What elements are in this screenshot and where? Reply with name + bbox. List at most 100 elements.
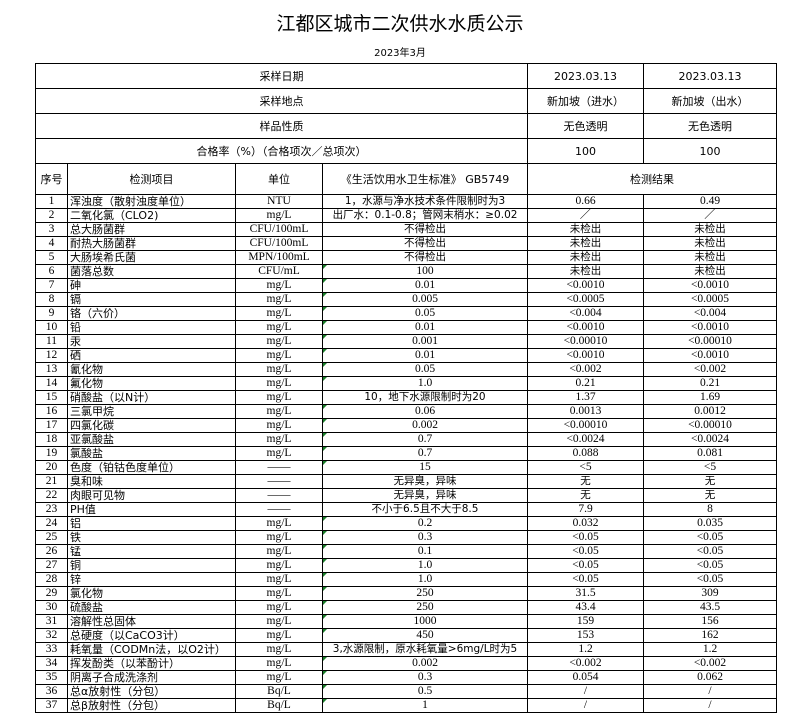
summary-value: 100	[643, 138, 777, 164]
header-result: 检测结果	[527, 163, 777, 195]
standard-limit: 1000	[322, 614, 528, 629]
row-number: 26	[35, 544, 68, 559]
summary-label: 样品性质	[35, 113, 528, 139]
result-outlet: <0.0010	[643, 278, 777, 293]
table-row: 24 铝 mg/L 0.2 0.032 0.035	[35, 516, 777, 531]
table-row: 19 氯酸盐 mg/L 0.7 0.088 0.081	[35, 446, 777, 461]
page-title: 江都区城市二次供水水质公示	[276, 13, 524, 35]
standard-limit: 1.0	[322, 558, 528, 573]
row-number: 16	[35, 404, 68, 419]
summary-value: 100	[527, 138, 644, 164]
header-unit: 单位	[235, 163, 323, 195]
unit: mg/L	[235, 404, 323, 419]
result-outlet: ／	[643, 208, 777, 223]
item-name: 铁	[67, 530, 236, 545]
summary-row-sample-nature: 样品性质 无色透明 无色透明	[35, 113, 777, 139]
result-inlet: <0.002	[527, 656, 644, 671]
result-outlet: 43.5	[643, 600, 777, 615]
standard-limit: 250	[322, 600, 528, 615]
unit: Bq/L	[235, 698, 323, 713]
table-row: 5 大肠埃希氏菌 MPN/100mL 不得检出 未检出 未检出	[35, 250, 777, 265]
table-row: 36 总α放射性（分包） Bq/L 0.5//	[35, 684, 777, 699]
table-row: 13 氰化物 mg/L 0.05 <0.002 <0.002	[35, 362, 777, 377]
result-inlet: 0.21	[527, 376, 644, 391]
unit: mg/L	[235, 390, 323, 405]
row-number: 14	[35, 376, 68, 391]
item-name: 溶解性总固体	[67, 614, 236, 629]
standard-limit: 0.1	[322, 544, 528, 559]
result-outlet: <0.00010	[643, 334, 777, 349]
result-inlet: <0.0024	[527, 432, 644, 447]
result-outlet: 0.0012	[643, 404, 777, 419]
summary-value: 新加坡（出水）	[643, 88, 777, 114]
item-name: 铝	[67, 516, 236, 531]
result-outlet: 309	[643, 586, 777, 601]
result-inlet: <0.05	[527, 572, 644, 587]
row-number: 35	[35, 670, 68, 685]
unit: mg/L	[235, 418, 323, 433]
table-row: 2 二氧化氯（CLO2) mg/L 出厂水：0.1-0.8；管网末梢水：≥0.02 ／／	[35, 208, 777, 223]
result-inlet: <0.002	[527, 362, 644, 377]
item-name: 硒	[67, 348, 236, 363]
row-number: 25	[35, 530, 68, 545]
unit: mg/L	[235, 278, 323, 293]
result-outlet: 162	[643, 628, 777, 643]
item-name: 硫酸盐	[67, 600, 236, 615]
result-inlet: 1.37	[527, 390, 644, 405]
result-outlet: <0.00010	[643, 418, 777, 433]
item-name: 氰化物	[67, 362, 236, 377]
unit: mg/L	[235, 208, 323, 223]
table-row: 21 臭和味 —— 无异臭，异味无无	[35, 474, 777, 489]
page-subtitle: 2023年3月	[374, 48, 426, 59]
summary-label: 采样地点	[35, 88, 528, 114]
row-number: 2	[35, 208, 68, 223]
standard-limit: 0.01	[322, 278, 528, 293]
item-name: 大肠埃希氏菌	[67, 250, 236, 265]
row-number: 28	[35, 572, 68, 587]
item-name: 汞	[67, 334, 236, 349]
result-inlet: /	[527, 684, 644, 699]
summary-value: 2023.03.13	[527, 63, 644, 89]
result-outlet: 156	[643, 614, 777, 629]
table-row: 26 锰 mg/L 0.1 <0.05 <0.05	[35, 544, 777, 559]
unit: ——	[235, 460, 323, 475]
row-number: 1	[35, 194, 68, 209]
result-outlet: <0.05	[643, 558, 777, 573]
summary-value: 2023.03.13	[643, 63, 777, 89]
item-name: 总β放射性（分包）	[67, 698, 236, 713]
unit: mg/L	[235, 292, 323, 307]
header-no: 序号	[35, 163, 68, 195]
result-inlet: 31.5	[527, 586, 644, 601]
item-name: 锌	[67, 572, 236, 587]
row-number: 31	[35, 614, 68, 629]
result-inlet: 153	[527, 628, 644, 643]
row-number: 8	[35, 292, 68, 307]
item-name: 总α放射性（分包）	[67, 684, 236, 699]
row-number: 34	[35, 656, 68, 671]
unit: NTU	[235, 194, 323, 209]
result-inlet: 未检出	[527, 250, 644, 265]
table-row: 4 耐热大肠菌群 CFU/100mL 不得检出 未检出 未检出	[35, 236, 777, 251]
standard-limit: 不得检出	[322, 236, 528, 251]
result-inlet: 43.4	[527, 600, 644, 615]
table-row: 33 耗氧量（CODMn法，以O2计） mg/L 3,水源限制，原水耗氧量>6mg/L…	[35, 642, 777, 657]
standard-limit: 0.005	[322, 292, 528, 307]
item-name: 总大肠菌群	[67, 222, 236, 237]
standard-limit: 250	[322, 586, 528, 601]
summary-row-sampling-date: 采样日期 2023.03.13 2023.03.13	[35, 63, 777, 89]
standard-limit: 15	[322, 460, 528, 475]
table-row: 9 铬（六价） mg/L 0.05 <0.004 <0.004	[35, 306, 777, 321]
row-number: 36	[35, 684, 68, 699]
item-name: 阴离子合成洗涤剂	[67, 670, 236, 685]
item-name: 总硬度（以CaCO3计）	[67, 628, 236, 643]
row-number: 13	[35, 362, 68, 377]
header-standard: 《生活饮用水卫生标准》 GB5749	[322, 163, 528, 195]
table-row: 10 铅 mg/L 0.01 <0.0010 <0.0010	[35, 320, 777, 335]
result-outlet: 1.69	[643, 390, 777, 405]
summary-value: 无色透明	[527, 113, 644, 139]
standard-limit: 0.01	[322, 348, 528, 363]
result-outlet: 1.2	[643, 642, 777, 657]
row-number: 18	[35, 432, 68, 447]
row-number: 4	[35, 236, 68, 251]
unit: CFU/100mL	[235, 222, 323, 237]
